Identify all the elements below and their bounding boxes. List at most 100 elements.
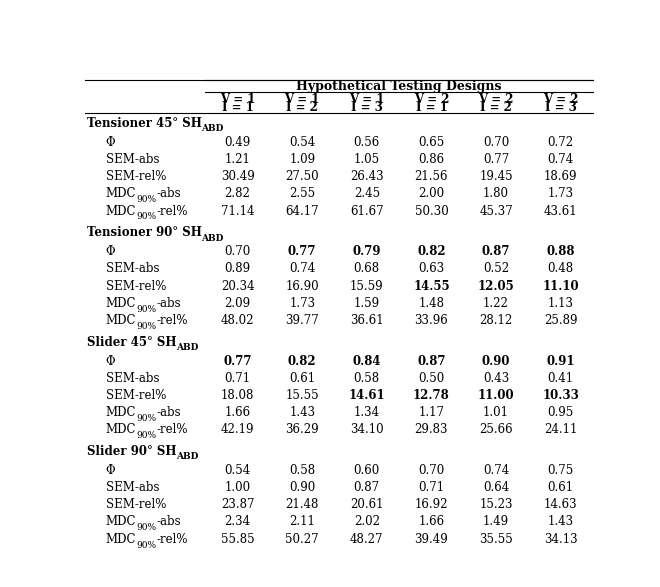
Text: 24.11: 24.11 — [544, 423, 578, 436]
Text: 36.61: 36.61 — [350, 314, 383, 327]
Text: 34.10: 34.10 — [350, 423, 383, 436]
Text: 25.66: 25.66 — [479, 423, 513, 436]
Text: V = 2: V = 2 — [478, 93, 513, 106]
Text: 0.50: 0.50 — [418, 372, 445, 384]
Text: 1.05: 1.05 — [354, 153, 380, 166]
Text: 0.82: 0.82 — [288, 355, 317, 367]
Text: 30.49: 30.49 — [220, 170, 255, 183]
Text: -abs: -abs — [156, 406, 181, 419]
Text: V = 2: V = 2 — [543, 93, 578, 106]
Text: 28.12: 28.12 — [479, 314, 513, 327]
Text: 26.43: 26.43 — [350, 170, 383, 183]
Text: 0.71: 0.71 — [224, 372, 251, 384]
Text: 0.74: 0.74 — [483, 464, 509, 477]
Text: SEM-abs: SEM-abs — [106, 481, 159, 494]
Text: MDC: MDC — [106, 406, 136, 419]
Text: 15.55: 15.55 — [285, 389, 319, 402]
Text: I = 1: I = 1 — [416, 100, 447, 113]
Text: 36.29: 36.29 — [285, 423, 319, 436]
Text: 18.08: 18.08 — [221, 389, 254, 402]
Text: 1.22: 1.22 — [483, 296, 509, 310]
Text: 1.48: 1.48 — [418, 296, 444, 310]
Text: 1.66: 1.66 — [224, 406, 251, 419]
Text: V = 1: V = 1 — [349, 93, 385, 106]
Text: 1.09: 1.09 — [289, 153, 315, 166]
Text: SEM-rel%: SEM-rel% — [106, 389, 166, 402]
Text: 2.55: 2.55 — [289, 187, 315, 200]
Text: 15.59: 15.59 — [350, 279, 383, 292]
Text: 48.02: 48.02 — [221, 314, 254, 327]
Text: 0.68: 0.68 — [354, 262, 380, 275]
Text: 90%: 90% — [136, 322, 156, 330]
Text: -abs: -abs — [156, 187, 181, 200]
Text: 50.30: 50.30 — [414, 204, 448, 218]
Text: -abs: -abs — [156, 515, 181, 528]
Text: 0.70: 0.70 — [418, 464, 445, 477]
Text: -rel%: -rel% — [156, 314, 187, 327]
Text: 64.17: 64.17 — [285, 204, 319, 218]
Text: MDC: MDC — [106, 314, 136, 327]
Text: SEM-rel%: SEM-rel% — [106, 498, 166, 511]
Text: 21.56: 21.56 — [414, 170, 448, 183]
Text: MDC: MDC — [106, 204, 136, 218]
Text: V = 1: V = 1 — [284, 93, 320, 106]
Text: 39.49: 39.49 — [414, 532, 448, 546]
Text: 90%: 90% — [136, 195, 156, 204]
Text: 19.45: 19.45 — [479, 170, 513, 183]
Text: 0.87: 0.87 — [482, 245, 510, 258]
Text: 45.37: 45.37 — [479, 204, 513, 218]
Text: MDC: MDC — [106, 423, 136, 436]
Text: ABD: ABD — [201, 124, 224, 133]
Text: 2.00: 2.00 — [418, 187, 444, 200]
Text: V = 2: V = 2 — [414, 93, 449, 106]
Text: 16.90: 16.90 — [285, 279, 319, 292]
Text: 12.05: 12.05 — [478, 279, 514, 292]
Text: 18.69: 18.69 — [544, 170, 578, 183]
Text: Hypothetical Testing Designs: Hypothetical Testing Designs — [296, 80, 502, 93]
Text: 0.84: 0.84 — [352, 355, 381, 367]
Text: 1.17: 1.17 — [418, 406, 444, 419]
Text: 2.82: 2.82 — [224, 187, 251, 200]
Text: -rel%: -rel% — [156, 204, 187, 218]
Text: MDC: MDC — [106, 187, 136, 200]
Text: 0.90: 0.90 — [482, 355, 510, 367]
Text: 14.61: 14.61 — [348, 389, 385, 402]
Text: 2.02: 2.02 — [354, 515, 380, 528]
Text: 0.87: 0.87 — [354, 481, 380, 494]
Text: 1.00: 1.00 — [224, 481, 251, 494]
Text: 90%: 90% — [136, 431, 156, 440]
Text: 1.66: 1.66 — [418, 515, 444, 528]
Text: 1.21: 1.21 — [224, 153, 251, 166]
Text: 0.60: 0.60 — [354, 464, 380, 477]
Text: 0.64: 0.64 — [483, 481, 509, 494]
Text: 50.27: 50.27 — [285, 532, 319, 546]
Text: 39.77: 39.77 — [285, 314, 319, 327]
Text: 0.54: 0.54 — [289, 136, 315, 149]
Text: 23.87: 23.87 — [221, 498, 254, 511]
Text: 0.49: 0.49 — [224, 136, 251, 149]
Text: 11.10: 11.10 — [543, 279, 579, 292]
Text: 0.61: 0.61 — [548, 481, 574, 494]
Text: ABD: ABD — [176, 453, 199, 461]
Text: 11.00: 11.00 — [478, 389, 514, 402]
Text: I = 1: I = 1 — [222, 100, 253, 113]
Text: 0.89: 0.89 — [224, 262, 251, 275]
Text: 15.23: 15.23 — [479, 498, 513, 511]
Text: 14.55: 14.55 — [413, 279, 449, 292]
Text: 10.33: 10.33 — [543, 389, 579, 402]
Text: 0.70: 0.70 — [224, 245, 251, 258]
Text: 0.86: 0.86 — [418, 153, 444, 166]
Text: 14.63: 14.63 — [544, 498, 578, 511]
Text: Φ: Φ — [106, 136, 115, 149]
Text: 0.65: 0.65 — [418, 136, 445, 149]
Text: 0.63: 0.63 — [418, 262, 445, 275]
Text: ABD: ABD — [176, 343, 199, 352]
Text: 1.43: 1.43 — [289, 406, 315, 419]
Text: I = 3: I = 3 — [351, 100, 383, 113]
Text: 0.88: 0.88 — [546, 245, 575, 258]
Text: 2.45: 2.45 — [354, 187, 380, 200]
Text: 21.48: 21.48 — [286, 498, 319, 511]
Text: 1.43: 1.43 — [548, 515, 574, 528]
Text: 1.01: 1.01 — [483, 406, 509, 419]
Text: 20.34: 20.34 — [220, 279, 254, 292]
